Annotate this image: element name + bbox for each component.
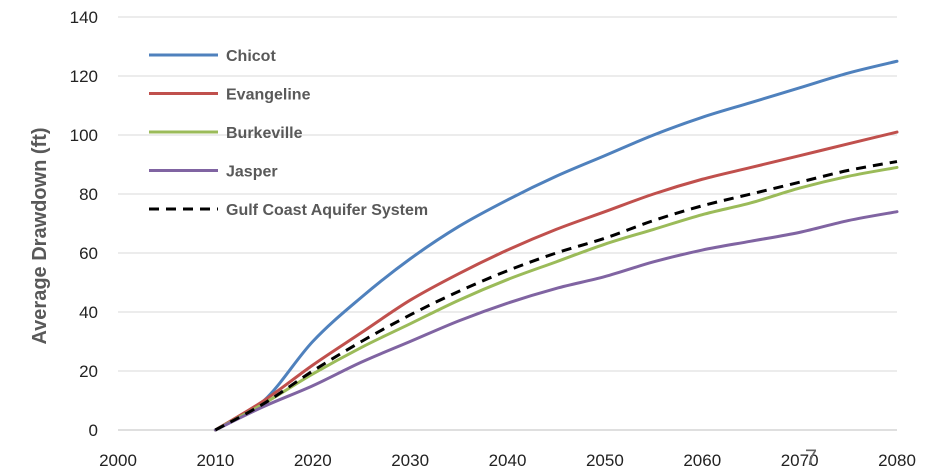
series-line-burkeville [213, 165, 899, 432]
y-tick-label: 120 [70, 67, 98, 86]
y-tick-label: 0 [89, 421, 98, 440]
x-tick-label: 2000 [99, 451, 137, 470]
x-tick-label: 2070 [781, 451, 819, 470]
y-axis-label: Average Drawdown (ft) [29, 127, 51, 344]
stray-label: 7 [805, 445, 817, 470]
x-tick-label: 2020 [294, 451, 332, 470]
y-tick-label: 140 [70, 8, 98, 27]
y-tick-label: 60 [79, 244, 98, 263]
x-tick-label: 2040 [489, 451, 527, 470]
series-line-jasper [213, 210, 899, 432]
x-tick-label: 2060 [683, 451, 721, 470]
legend-label: Jasper [226, 164, 278, 181]
y-tick-label: 100 [70, 126, 98, 145]
series-line-evangeline [213, 130, 899, 432]
y-tick-labels: 0 20 40 60 80 100 120 140 [70, 8, 98, 440]
x-tick-label: 2050 [586, 451, 624, 470]
y-tick-label: 20 [79, 362, 98, 381]
legend-label: Chicot [226, 48, 276, 65]
x-tick-label: 2030 [391, 451, 429, 470]
x-tick-label: 2010 [196, 451, 234, 470]
series-line-chicot [213, 59, 899, 432]
series-lines [213, 59, 899, 432]
gridlines [118, 16, 897, 372]
legend-label: Burkeville [226, 125, 303, 142]
y-tick-label: 40 [79, 303, 98, 322]
x-tick-labels: 2000 2010 2020 2030 2040 2050 2060 2070 2080 [99, 451, 916, 470]
legend-label: Evangeline [226, 87, 311, 104]
x-tick-label: 2080 [878, 451, 916, 470]
legend: Chicot Evangeline Burkeville Jasper Gulf Coa… [149, 48, 428, 219]
legend-label: Gulf Coast Aquifer System [226, 202, 428, 219]
y-tick-label: 80 [79, 185, 98, 204]
